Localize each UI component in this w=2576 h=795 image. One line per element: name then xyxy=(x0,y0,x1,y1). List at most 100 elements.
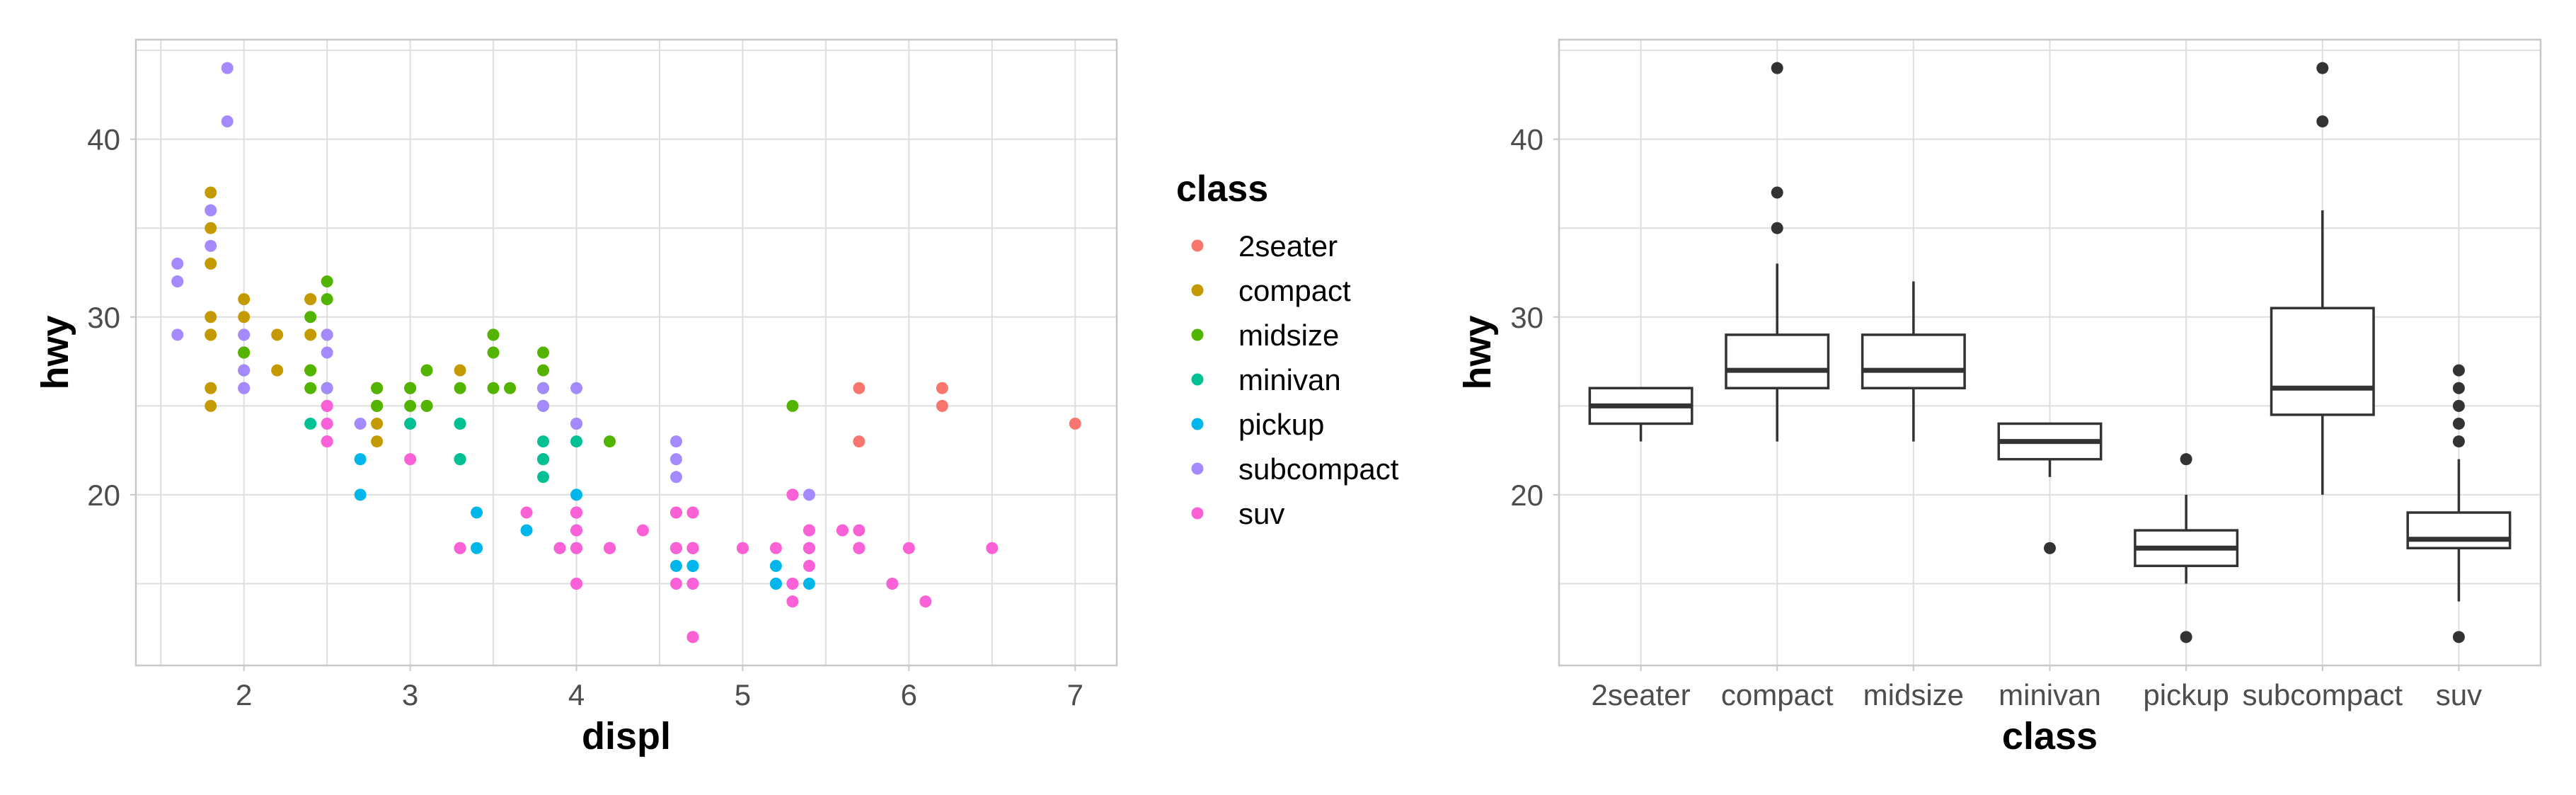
scatter-point-suv xyxy=(570,542,583,554)
box-midsize xyxy=(1861,281,1966,442)
scatter-point-suv xyxy=(570,577,583,590)
scatter-point-suv xyxy=(553,542,566,554)
scatter-point-2seater xyxy=(853,435,866,448)
scatter-point-midsize xyxy=(321,275,333,288)
scatter-point-subcompact xyxy=(354,417,367,430)
scatter-point-suv xyxy=(919,595,932,608)
legend-key-compact xyxy=(1191,284,1204,297)
legend-label-subcompact: subcompact xyxy=(1238,452,1399,486)
box-outlier xyxy=(2316,62,2329,74)
legend-title: class xyxy=(1176,168,1268,210)
boxplot-x-tick-label: pickup xyxy=(2143,678,2229,711)
scatter-point-subcompact xyxy=(171,328,184,341)
scatter-point-suv xyxy=(986,542,999,554)
scatter-point-subcompact xyxy=(321,328,333,341)
boxplot-x-tick-label: suv xyxy=(2436,678,2482,711)
box-compact xyxy=(1725,62,1830,442)
scatter-point-midsize xyxy=(537,364,550,377)
scatter-point-subcompact xyxy=(537,399,550,412)
scatter-point-suv xyxy=(836,524,849,537)
scatter-point-minivan xyxy=(570,435,583,448)
scatter-point-midsize xyxy=(487,328,500,341)
scatter-point-subcompact xyxy=(803,488,815,501)
scatter-point-suv xyxy=(669,506,682,519)
scatter-point-compact xyxy=(205,399,217,412)
scatter-point-suv xyxy=(454,542,466,554)
scatter-point-subcompact xyxy=(205,239,217,252)
scatter-point-subcompact xyxy=(205,204,217,217)
scatter-point-suv xyxy=(803,524,815,537)
scatter-point-subcompact xyxy=(570,382,583,394)
boxplot-x-tick-label: compact xyxy=(1721,678,1834,711)
scatter-point-midsize xyxy=(487,382,500,394)
scatter-point-pickup xyxy=(769,559,782,572)
scatter-point-2seater xyxy=(936,382,948,394)
scatter-point-pickup xyxy=(803,577,815,590)
scatter-point-midsize xyxy=(304,364,317,377)
legend-label-2seater: 2seater xyxy=(1238,229,1338,263)
scatter-panel-border xyxy=(134,38,1118,667)
scatter-point-midsize xyxy=(487,346,500,359)
boxplot-x-tick-label: 2seater xyxy=(1592,678,1691,711)
scatter-point-2seater xyxy=(1069,417,1081,430)
legend-key-2seater xyxy=(1191,239,1204,252)
scatter-point-compact xyxy=(371,435,384,448)
scatter-point-subcompact xyxy=(171,275,184,288)
boxplot-y-tick-label: 20 xyxy=(1510,479,1543,512)
legend-label-minivan: minivan xyxy=(1238,363,1341,396)
box-body xyxy=(1725,333,1830,389)
box-outlier xyxy=(2452,631,2465,644)
box-outlier xyxy=(2452,435,2465,448)
scatter-point-pickup xyxy=(520,524,533,537)
scatter-point-subcompact xyxy=(570,417,583,430)
scatter-point-subcompact xyxy=(669,435,682,448)
scatter-point-subcompact xyxy=(221,62,234,74)
scatter-point-suv xyxy=(636,524,649,537)
scatter-point-subcompact xyxy=(669,471,682,484)
scatter-point-suv xyxy=(786,595,799,608)
scatter-point-midsize xyxy=(786,399,799,412)
scatter-point-pickup xyxy=(686,559,699,572)
box-body xyxy=(2270,307,2375,416)
scatter-point-compact xyxy=(238,293,251,306)
scatter-point-suv xyxy=(520,506,533,519)
scatter-point-pickup xyxy=(471,542,483,554)
box-outlier xyxy=(2452,382,2465,394)
scatter-point-compact xyxy=(205,257,217,270)
scatter-x-tick-label: 7 xyxy=(1067,678,1083,711)
scatter-point-compact xyxy=(205,328,217,341)
scatter-point-midsize xyxy=(504,382,517,394)
box-body xyxy=(2406,511,2512,549)
scatter-point-midsize xyxy=(404,399,417,412)
scatter-point-suv xyxy=(669,542,682,554)
scatter-point-midsize xyxy=(420,364,433,377)
scatter-point-suv xyxy=(769,542,782,554)
legend: class 2seater compact midsize minivan pickup s… xyxy=(1176,168,1399,530)
scatter-point-suv xyxy=(321,399,333,412)
scatter-point-subcompact xyxy=(669,453,682,466)
scatter-point-compact xyxy=(454,364,466,377)
scatter-y-tick-label: 20 xyxy=(87,479,120,512)
scatter-point-compact xyxy=(271,328,284,341)
scatter-point-minivan xyxy=(537,435,550,448)
box-outlier xyxy=(1771,62,1783,74)
scatter-point-minivan xyxy=(454,453,466,466)
boxplot-x-tick-label: minivan xyxy=(1999,678,2101,711)
scatter-y-tick-label: 40 xyxy=(87,123,120,156)
scatter-point-suv xyxy=(686,577,699,590)
scatter-point-compact xyxy=(205,222,217,234)
legend-key-pickup xyxy=(1191,418,1204,430)
boxplot-x-axis-title: class xyxy=(2002,715,2098,757)
box-outlier xyxy=(2044,542,2056,554)
scatter-point-suv xyxy=(570,506,583,519)
scatter-point-subcompact xyxy=(171,257,184,270)
scatter-point-subcompact xyxy=(238,364,251,377)
scatter-point-pickup xyxy=(570,488,583,501)
scatter-point-pickup xyxy=(769,577,782,590)
scatter-point-suv xyxy=(853,542,866,554)
scatter-point-midsize xyxy=(404,382,417,394)
scatter-point-midsize xyxy=(304,311,317,324)
scatter-point-subcompact xyxy=(221,115,234,128)
scatter-point-suv xyxy=(321,417,333,430)
box-suv xyxy=(2406,364,2512,644)
